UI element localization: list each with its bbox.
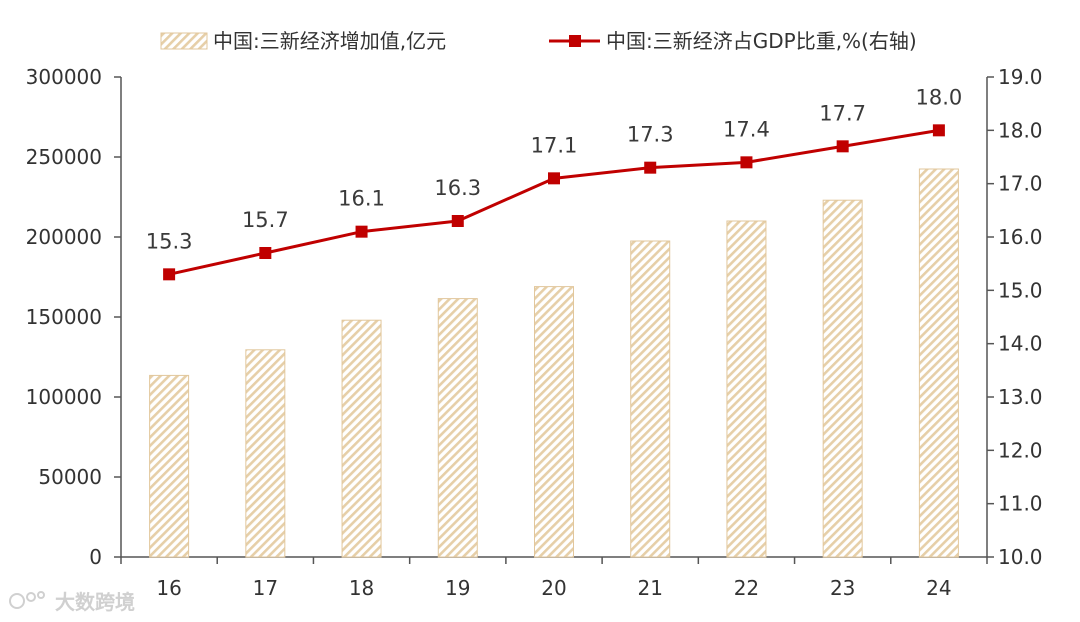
bar <box>245 349 286 558</box>
bar <box>822 199 863 558</box>
x-tick-label: 24 <box>926 576 951 600</box>
line-data-label: 15.7 <box>242 208 289 232</box>
left-tick-label: 150000 <box>26 305 102 329</box>
line-point <box>259 247 272 259</box>
left-tick-label: 50000 <box>38 465 102 489</box>
bar <box>918 168 959 558</box>
line-series <box>163 124 945 281</box>
left-tick-label: 200000 <box>26 225 102 249</box>
line-point <box>740 156 753 169</box>
line-point <box>836 140 849 153</box>
legend-bar-swatch <box>160 32 208 50</box>
left-axis-ticks: 0 50000 100000 150000 200000 250000 300000 <box>26 65 121 569</box>
left-tick-label: 300000 <box>26 65 102 89</box>
left-tick-label: 0 <box>89 545 102 569</box>
legend-line-label: 中国:三新经济占GDP比重,%(右轴) <box>606 29 917 53</box>
legend-line-marker <box>569 35 581 47</box>
x-tick-label: 22 <box>734 576 759 600</box>
line-point <box>355 225 368 238</box>
bar <box>437 298 478 558</box>
watermark-logo-icon <box>9 591 45 609</box>
line-data-label: 17.4 <box>723 117 770 141</box>
bar <box>534 286 574 558</box>
line-data-label: 17.3 <box>627 123 674 147</box>
x-tick-label: 17 <box>253 576 278 600</box>
right-axis-ticks: 10.0 11.0 12.0 13.0 14.0 15.0 16.0 17.0 18.0 19.0 <box>987 65 1043 569</box>
right-tick-label: 13.0 <box>998 385 1043 409</box>
line-data-label: 16.1 <box>338 187 385 211</box>
line-point <box>644 161 657 174</box>
right-tick-label: 12.0 <box>998 438 1043 462</box>
right-tick-label: 19.0 <box>998 65 1043 89</box>
x-axis-ticks: 16 17 18 19 20 21 22 23 24 <box>120 557 988 600</box>
bar-series <box>149 168 959 558</box>
bar <box>341 319 382 558</box>
right-tick-label: 17.0 <box>998 172 1043 196</box>
line-data-label: 18.0 <box>916 85 963 109</box>
line-data-label: 15.3 <box>146 229 193 253</box>
bar <box>149 374 190 558</box>
line-point <box>451 215 464 227</box>
right-tick-label: 15.0 <box>998 278 1043 302</box>
bar <box>630 240 671 558</box>
line-point <box>932 124 945 137</box>
left-tick-label: 100000 <box>26 385 102 409</box>
line-data-label: 17.1 <box>531 133 578 157</box>
line-point <box>548 172 560 185</box>
line-data-label: 16.3 <box>434 176 481 200</box>
right-tick-label: 16.0 <box>998 225 1043 249</box>
left-tick-label: 250000 <box>26 145 102 169</box>
line-point <box>163 268 176 281</box>
right-tick-label: 11.0 <box>998 492 1043 516</box>
line-data-label: 17.7 <box>819 101 866 125</box>
line-data-labels: 15.3 15.7 16.1 16.3 17.1 17.3 17.4 17.7 18.0 <box>146 85 963 253</box>
watermark-text: 大数跨境 <box>55 590 135 614</box>
x-tick-label: 18 <box>349 576 374 600</box>
bar <box>726 220 767 558</box>
legend: 中国:三新经济增加值,亿元 中国:三新经济占GDP比重,%(右轴) <box>160 29 917 53</box>
x-tick-label: 16 <box>156 576 181 600</box>
x-tick-label: 21 <box>637 576 662 600</box>
right-tick-label: 10.0 <box>998 545 1043 569</box>
right-tick-label: 14.0 <box>998 332 1043 356</box>
x-tick-label: 23 <box>830 576 855 600</box>
right-tick-label: 18.0 <box>998 118 1043 142</box>
legend-bar-label: 中国:三新经济增加值,亿元 <box>213 29 446 53</box>
watermark: 大数跨境 <box>9 590 135 614</box>
x-tick-label: 19 <box>445 576 470 600</box>
x-tick-label: 20 <box>541 576 566 600</box>
